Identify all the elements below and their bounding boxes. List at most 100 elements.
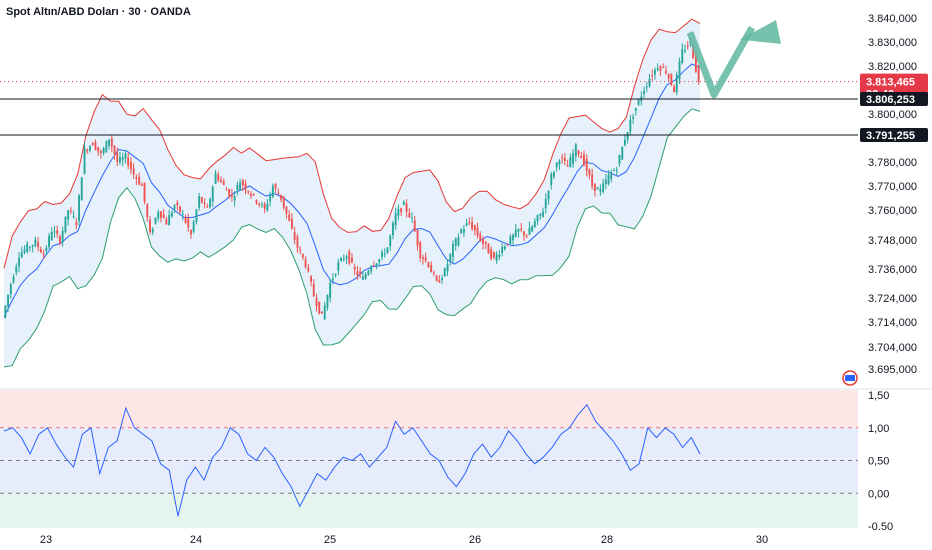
candle-body <box>413 220 416 232</box>
candle-body <box>613 170 615 172</box>
candle-body <box>228 189 231 197</box>
candle-body <box>386 247 389 254</box>
candle-body <box>18 257 20 267</box>
osc-tick-label: 0,00 <box>868 488 889 500</box>
candle-body <box>457 237 460 246</box>
price-tick-label: 3.714,000 <box>868 317 917 329</box>
candle-body <box>29 246 31 248</box>
candle-body <box>664 70 667 74</box>
candle-body <box>553 171 555 177</box>
price-tick-label: 3.800,000 <box>868 109 917 121</box>
candle-body <box>561 157 564 159</box>
candle-body <box>443 268 446 276</box>
candle-body <box>604 179 607 184</box>
candle-body <box>493 252 495 258</box>
candle-body <box>80 177 83 201</box>
candle-body <box>577 150 580 155</box>
candle-body <box>154 217 157 224</box>
time-axis[interactable]: 23 24 25 26 28 30 <box>40 534 768 546</box>
candle-body <box>288 214 291 221</box>
candle-body <box>438 280 441 283</box>
candle-body <box>312 284 315 297</box>
candle-body <box>596 187 599 190</box>
time-tick-label: 24 <box>190 534 202 546</box>
bollinger-bands <box>3 18 701 368</box>
osc-tick-label: -0.50 <box>868 521 893 533</box>
candle-body <box>176 202 179 206</box>
candle-body <box>684 50 686 52</box>
oscillator-axis[interactable]: 1,50 1,00 0,50 0,00 -0.50 <box>0 388 932 533</box>
candle-body <box>105 140 108 153</box>
candle-body <box>121 157 124 161</box>
candle-body <box>160 211 162 218</box>
candle-body <box>626 132 629 140</box>
projection-arrow-head <box>740 20 781 44</box>
candle-body <box>110 138 113 147</box>
horizontal-levels[interactable] <box>0 81 858 136</box>
candle-body <box>37 241 40 248</box>
candle-body <box>416 229 419 246</box>
candle-body <box>583 154 585 166</box>
candle-body <box>127 157 130 166</box>
candle-body <box>231 194 233 197</box>
candle-body <box>211 187 214 202</box>
lower-band-line <box>3 108 701 368</box>
candle-body <box>181 213 184 215</box>
candle-body <box>26 243 29 252</box>
candle-body <box>293 232 296 240</box>
candle-body <box>274 184 277 189</box>
level-tag-box <box>860 91 928 106</box>
candle-body <box>206 206 209 208</box>
candle-body <box>465 223 468 226</box>
candle-body <box>116 152 119 162</box>
candle-body <box>356 271 359 276</box>
candle-body <box>282 196 285 208</box>
oscillator-series-line <box>3 403 701 517</box>
candle-body <box>138 176 141 185</box>
candle-body <box>517 228 520 232</box>
candle-body <box>151 229 154 233</box>
candle-body <box>378 259 381 263</box>
price-axis[interactable]: 3.840,000 3.830,000 3.820,000 3.800,000 3.78… <box>868 13 917 376</box>
candle-body <box>430 264 433 273</box>
candle-body <box>542 211 544 217</box>
candle-body <box>323 305 326 320</box>
candle-body <box>422 257 424 260</box>
candle-body <box>452 244 454 257</box>
candle-body <box>307 267 310 272</box>
candle-body <box>179 206 181 213</box>
candle-body <box>239 182 241 191</box>
price-tick-label: 3.736,000 <box>868 264 917 276</box>
candle-body <box>449 253 452 262</box>
candle-body <box>490 249 493 259</box>
candle-body <box>651 75 654 77</box>
candle-body <box>337 262 340 271</box>
candle-body <box>446 264 449 272</box>
candle-body <box>662 66 665 68</box>
candle-body <box>89 146 91 151</box>
candle-body <box>509 236 512 244</box>
candle-body <box>135 177 138 179</box>
candle-body <box>673 86 675 93</box>
candle-body <box>280 194 282 200</box>
candle-body <box>566 165 569 167</box>
candle-body <box>588 169 591 176</box>
candle-body <box>9 284 12 295</box>
candle-body <box>252 193 255 195</box>
candle-body <box>184 216 187 223</box>
candle-body <box>75 221 78 226</box>
level-tag-box <box>860 127 928 142</box>
candle-body <box>97 147 100 152</box>
candle-body <box>241 180 244 186</box>
alert-badge-icon[interactable] <box>842 370 858 386</box>
candle-body <box>695 52 697 72</box>
candle-body <box>495 254 498 261</box>
candle-body <box>381 252 383 257</box>
candle-body <box>200 197 203 203</box>
candle-body <box>291 219 293 229</box>
oscillator-line <box>3 403 701 517</box>
candle-body <box>512 235 514 241</box>
candle-body <box>591 174 594 187</box>
